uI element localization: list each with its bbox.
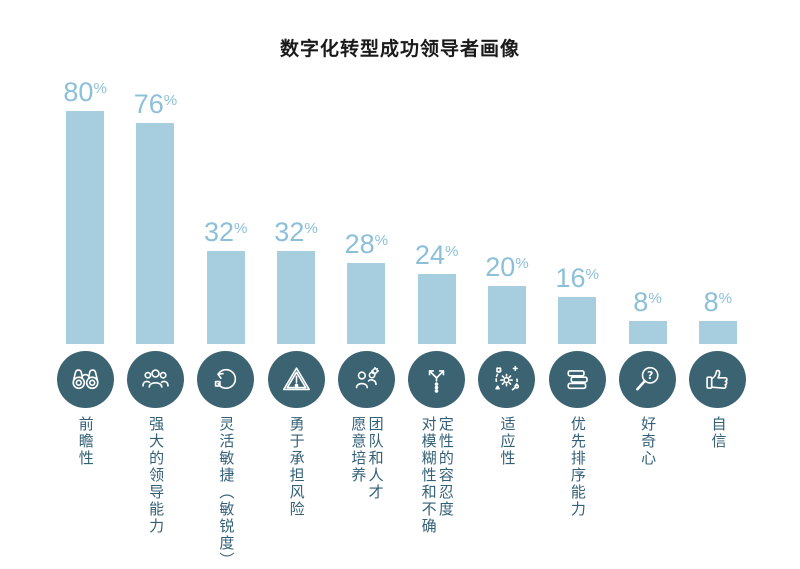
bar-value: 16%	[555, 265, 598, 292]
bar-column: 20% 适应性	[472, 72, 542, 566]
category-label: 自信	[709, 416, 727, 450]
category-label: 对模糊性和不确 定性的容忍度	[419, 416, 454, 535]
bar-value-number: 16	[555, 263, 586, 293]
bar-plot-area: 24%	[415, 72, 458, 344]
bar-value-number: 8	[703, 287, 719, 317]
bar-value-number: 28	[344, 229, 375, 259]
bar-column: 76% 强大的领导能力	[120, 72, 190, 566]
percent-sign: %	[93, 80, 107, 98]
bar-value-number: 80	[63, 77, 94, 107]
percent-sign: %	[515, 255, 529, 273]
bar-value-number: 24	[414, 240, 445, 270]
branching-arrows-icon	[428, 370, 445, 393]
category-label: 适应性	[498, 416, 516, 467]
bar-value: 28%	[345, 231, 388, 258]
bar	[136, 123, 175, 344]
bar-plot-area: 16%	[555, 72, 599, 344]
bar-value-number: 32	[204, 217, 235, 247]
category-label: 灵活敏捷（敏锐度）	[217, 416, 235, 569]
category-icon-circle	[689, 351, 747, 408]
talent-development-icon	[355, 366, 379, 389]
category-icon-circle: ?	[619, 351, 677, 408]
bar	[66, 111, 105, 344]
category-icon-circle	[408, 351, 466, 408]
category-label: 前瞻性	[76, 416, 94, 467]
binoculars-icon	[72, 369, 99, 390]
bar-plot-area: 28%	[345, 72, 388, 344]
bar-column: 8% 自信	[683, 72, 753, 566]
bar-plot-area: 20%	[485, 72, 529, 344]
svg-text:?: ?	[647, 369, 653, 382]
bar-plot-area: 32%	[274, 72, 318, 344]
percent-sign: %	[304, 220, 318, 238]
percent-sign: %	[444, 243, 459, 261]
bar-column: 16% 优先排序能力	[542, 72, 612, 566]
bar-plot-area: 32%	[204, 72, 247, 344]
agility-loop-icon	[214, 368, 237, 389]
percent-sign: %	[234, 220, 248, 238]
bar-plot-area: 76%	[134, 72, 177, 344]
bar-plot-area: 8%	[628, 72, 667, 344]
bar-chart: 80% 前瞻性 76% 强大的领导能力 32% 灵活敏捷（敏锐度） 32% 勇于…	[50, 72, 753, 569]
bar-column: 32% 勇于承担风险	[261, 72, 331, 566]
bar-column: 32% 灵活敏捷（敏锐度）	[191, 72, 261, 569]
bar-value: 80%	[63, 79, 106, 106]
category-label: 好奇心	[639, 416, 657, 467]
category-icon-circle	[267, 351, 325, 408]
category-icon-circle	[197, 351, 255, 408]
percent-sign: %	[163, 92, 178, 110]
bar-value: 32%	[204, 219, 247, 246]
bar	[698, 321, 737, 344]
percent-sign: %	[585, 266, 599, 284]
bar-value: 8%	[704, 289, 732, 316]
category-label: 愿意培养 团队和人才	[349, 416, 384, 501]
bar-value-number: 20	[485, 252, 516, 282]
adaptability-gear-icon	[495, 365, 520, 391]
warning-triangle-icon	[282, 367, 310, 391]
chart-title: 数字化转型成功领导者画像	[279, 39, 520, 60]
bar	[347, 263, 386, 344]
bar	[628, 321, 667, 344]
thumbs-up-icon	[706, 369, 729, 389]
percent-sign: %	[648, 290, 662, 308]
category-label: 勇于承担风险	[287, 416, 305, 518]
category-label: 强大的领导能力	[147, 416, 165, 535]
bar	[277, 251, 316, 344]
category-icon-circle	[548, 351, 606, 408]
bar-column: 24% 对模糊性和不确 定性的容忍度	[401, 72, 471, 566]
bar	[417, 274, 456, 344]
bar	[558, 297, 597, 344]
bar-value: 32%	[274, 219, 317, 246]
bar	[206, 251, 245, 344]
bar-column: 28% 愿意培养 团队和人才	[331, 72, 401, 566]
bar-value: 76%	[134, 91, 177, 118]
bar-plot-area: 8%	[698, 72, 737, 344]
category-label: 优先排序能力	[568, 416, 586, 518]
bar-value: 24%	[415, 242, 458, 269]
category-icon-circle	[56, 351, 114, 408]
bar	[487, 286, 526, 344]
percent-sign: %	[718, 290, 733, 308]
bar-value-number: 76	[133, 89, 164, 119]
bar-value: 20%	[485, 254, 528, 281]
bar-plot-area: 80%	[63, 72, 107, 344]
bar-value: 8%	[633, 289, 661, 316]
curiosity-magnifier-icon: ?	[636, 366, 659, 391]
priority-list-icon	[567, 370, 588, 390]
bar-value-number: 32	[274, 217, 305, 247]
bar-column: 8% ? 好奇心	[612, 72, 682, 566]
team-icon	[142, 369, 169, 388]
category-icon-circle	[126, 351, 184, 408]
bar-value-number: 8	[633, 287, 649, 317]
category-icon-circle	[337, 351, 395, 408]
bar-column: 80% 前瞻性	[50, 72, 120, 566]
category-icon-circle	[478, 351, 536, 408]
percent-sign: %	[374, 232, 389, 250]
